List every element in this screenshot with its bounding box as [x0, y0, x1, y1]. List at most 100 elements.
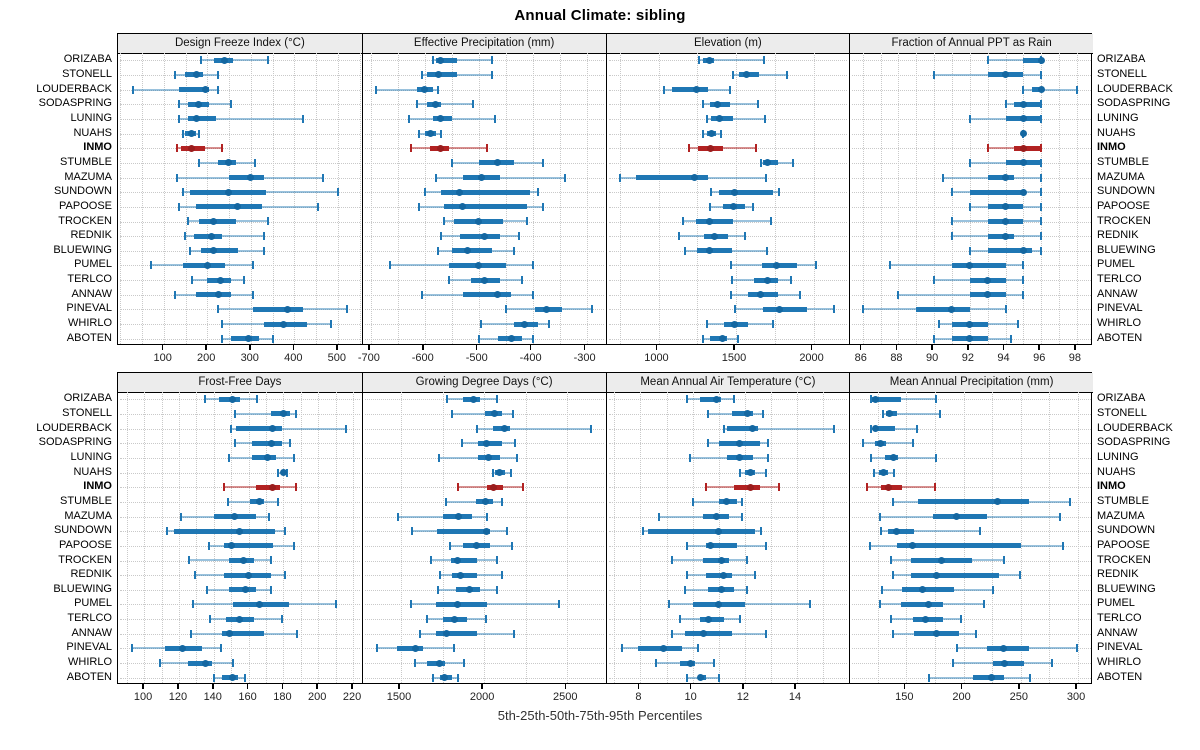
- median-dot: [736, 439, 744, 447]
- whisker-cap-low: [439, 571, 442, 580]
- station-label-right: ABOTEN: [1097, 331, 1143, 344]
- station-label-right: MAZUMA: [1097, 509, 1145, 522]
- median-dot: [475, 261, 483, 269]
- axis-tick-label: 1500: [721, 352, 747, 364]
- gridline-vertical: [770, 392, 772, 683]
- station-label-left: PUMEL: [74, 597, 112, 610]
- iqr-bar-25-75: [987, 233, 1015, 239]
- whisker-cap-high: [1040, 100, 1043, 109]
- station-label-right: PUMEL: [1097, 597, 1135, 610]
- panel-mean-annual-precipitation-mm-: Mean Annual Precipitation (mm): [849, 373, 1093, 683]
- gridline-vertical: [987, 53, 989, 344]
- gridline-horizontal: [852, 89, 1091, 91]
- median-dot: [710, 232, 718, 240]
- gridline-horizontal: [608, 133, 848, 135]
- whisker-cap-high: [542, 202, 545, 211]
- whisker-cap-high: [289, 439, 292, 448]
- median-dot: [1019, 188, 1027, 196]
- axis-tick-label: 90: [926, 352, 939, 364]
- whisker-cap-high: [513, 439, 516, 448]
- iqr-bar-25-75: [443, 204, 528, 210]
- page-title: Annual Climate: sibling: [514, 7, 686, 24]
- gridline-horizontal: [608, 677, 848, 679]
- median-dot: [699, 630, 707, 638]
- station-label-right: MAZUMA: [1097, 170, 1145, 183]
- panel-title: Mean Annual Air Temperature (°C): [606, 373, 850, 393]
- whisker-cap-low: [197, 158, 200, 167]
- station-label-left: ANNAW: [71, 287, 112, 300]
- whisker-5-95: [476, 427, 591, 430]
- panel-design-freeze-index-c-: Design Freeze Index (°C): [118, 34, 362, 344]
- axis-tick-label: 100: [153, 352, 172, 364]
- whisker-cap-high: [772, 320, 775, 329]
- median-dot: [473, 542, 481, 550]
- median-dot: [264, 454, 272, 462]
- gridline-vertical: [178, 392, 180, 683]
- station-label-right: REDNIK: [1097, 229, 1139, 242]
- whisker-cap-high: [791, 158, 794, 167]
- whisker-cap-high: [505, 527, 508, 536]
- gridline-horizontal: [608, 663, 848, 664]
- median-dot: [987, 674, 995, 682]
- whisker-cap-high: [301, 114, 304, 123]
- median-dot: [966, 320, 974, 328]
- axis-tick: [246, 684, 249, 689]
- gridline-horizontal: [120, 89, 360, 91]
- median-dot: [704, 615, 712, 623]
- axis-tick-label: 14: [788, 691, 802, 703]
- whisker-cap-low: [199, 56, 202, 65]
- station-label-right: STONELL: [1097, 68, 1147, 80]
- median-dot: [730, 320, 738, 328]
- station-label-left: TROCKEN: [58, 214, 112, 227]
- whisker-cap-high: [736, 334, 739, 343]
- whisker-cap-low: [438, 453, 441, 462]
- gridline-horizontal: [608, 294, 848, 296]
- panel-plot: [850, 53, 1093, 344]
- gridline-horizontal: [852, 75, 1091, 76]
- whisker-cap-low: [697, 56, 700, 65]
- median-dot: [715, 527, 723, 535]
- whisker-cap-low: [681, 217, 684, 226]
- axis-tick: [398, 684, 400, 689]
- whisker-cap-high: [762, 409, 765, 418]
- gridline-vertical: [161, 392, 163, 683]
- median-dot: [908, 542, 916, 550]
- gridline-horizontal: [364, 472, 604, 474]
- whisker-cap-low: [149, 261, 152, 270]
- station-label-left: STUMBLE: [60, 494, 112, 507]
- gridline-vertical: [692, 392, 694, 683]
- axis-tick-label: 200: [197, 352, 216, 364]
- whisker-cap-high: [1040, 70, 1043, 79]
- gridline-horizontal: [120, 280, 360, 282]
- iqr-bar-25-75: [224, 543, 273, 549]
- panel-title: Fraction of Annual PPT as Rain: [850, 34, 1093, 54]
- station-label-left: WHIRLO: [68, 317, 112, 329]
- panel-plot: [607, 53, 850, 344]
- iqr-bar-25-75: [705, 572, 732, 578]
- whisker-5-95: [200, 59, 269, 62]
- median-dot: [434, 71, 442, 79]
- whisker-cap-low: [881, 585, 884, 594]
- station-label-right: TERLCO: [1097, 612, 1142, 625]
- whisker-5-95: [881, 530, 980, 533]
- whisker-cap-low: [734, 305, 737, 314]
- median-dot: [743, 71, 751, 79]
- axis-tick-label: 300: [1066, 691, 1086, 703]
- station-label-left: PINEVAL: [66, 641, 112, 654]
- median-dot: [994, 498, 1002, 506]
- gridline-horizontal: [364, 619, 604, 621]
- median-dot: [736, 454, 744, 462]
- whisker-cap-high: [832, 424, 835, 433]
- gridline-vertical: [718, 392, 720, 683]
- median-dot: [229, 674, 237, 682]
- station-label-right: LOUDERBACK: [1097, 421, 1173, 434]
- whisker-cap-low: [619, 173, 622, 182]
- median-dot: [717, 586, 725, 594]
- station-label-left: STONELL: [62, 68, 112, 80]
- iqr-bar-25-75: [916, 306, 970, 312]
- station-label-right: TROCKEN: [1097, 214, 1151, 227]
- station-label-right: PAPOOSE: [1097, 199, 1150, 212]
- station-label-left: STONELL: [62, 407, 112, 419]
- whisker-cap-high: [198, 129, 201, 138]
- median-dot: [225, 188, 233, 196]
